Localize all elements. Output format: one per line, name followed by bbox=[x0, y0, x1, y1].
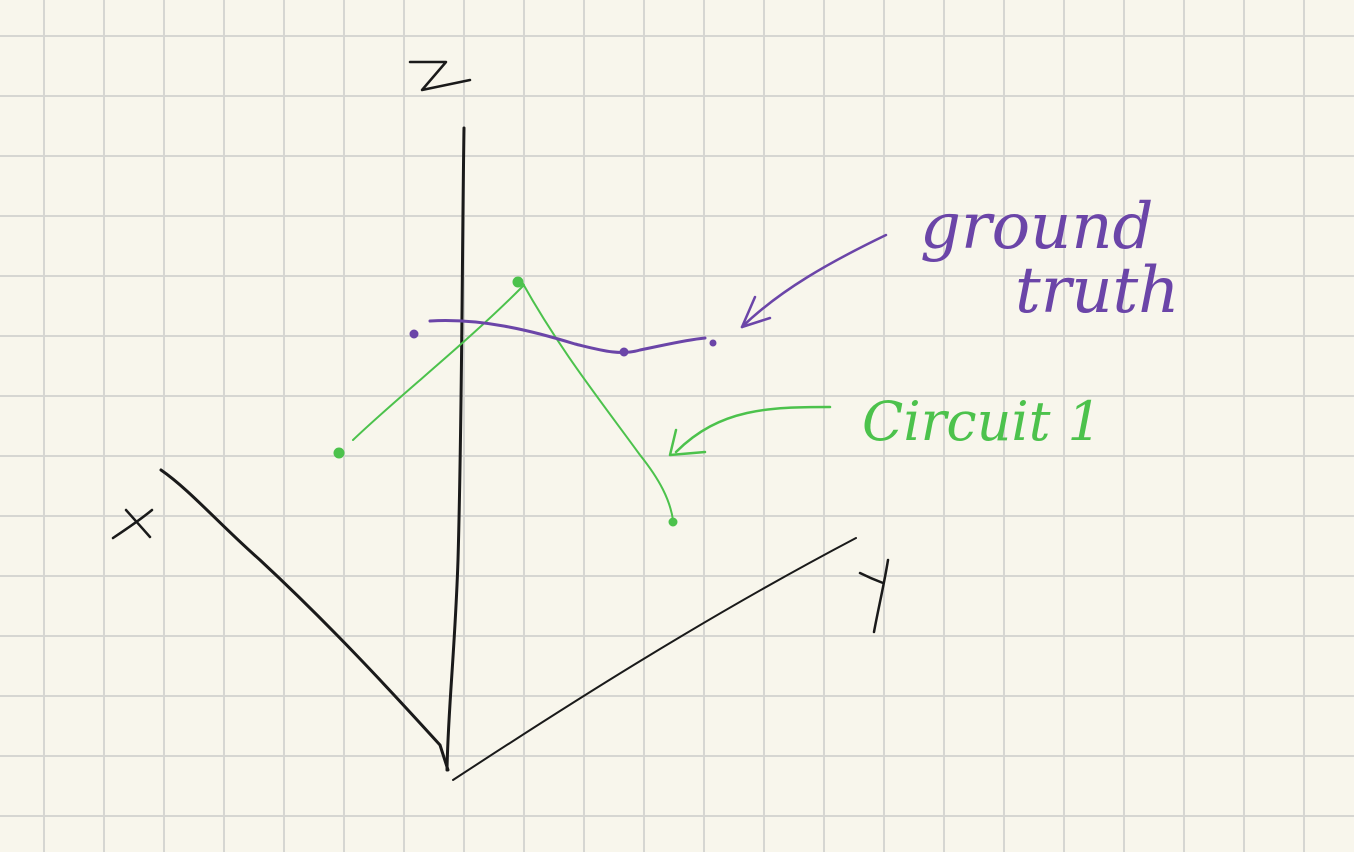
circuit-1-label: Circuit 1 bbox=[862, 390, 1102, 453]
ground-truth-line bbox=[428, 319, 707, 354]
x-label-glyph bbox=[111, 508, 154, 540]
circuit-1-trajectory bbox=[333, 276, 832, 527]
ground-truth-arrow-head bbox=[740, 295, 772, 329]
circuit-1-segment-a bbox=[352, 284, 525, 441]
circuit-1-segment-b bbox=[521, 281, 674, 521]
y-axis bbox=[452, 537, 857, 781]
circuit-1-arrow-shaft bbox=[674, 405, 832, 454]
circuit-1-point bbox=[333, 447, 345, 459]
x-axis bbox=[159, 468, 450, 772]
ground-truth-point bbox=[619, 347, 629, 357]
ground-truth-arrow-shaft bbox=[740, 233, 888, 329]
ground-truth-point bbox=[709, 339, 717, 347]
ground-truth-point bbox=[409, 329, 419, 339]
axis-labels bbox=[111, 60, 890, 634]
ground-truth-label-line1: ground bbox=[920, 190, 1154, 264]
circuit-1-point bbox=[512, 276, 524, 288]
circuit-1-point bbox=[668, 517, 678, 527]
axes bbox=[159, 126, 857, 781]
z-axis bbox=[445, 126, 466, 772]
ground-truth-trajectory bbox=[409, 233, 888, 357]
z-label-glyph bbox=[408, 60, 472, 92]
y-label-glyph bbox=[858, 558, 890, 634]
circuit-1-arrow-head bbox=[668, 428, 707, 457]
ground-truth-label-line2: truth bbox=[1015, 254, 1179, 328]
